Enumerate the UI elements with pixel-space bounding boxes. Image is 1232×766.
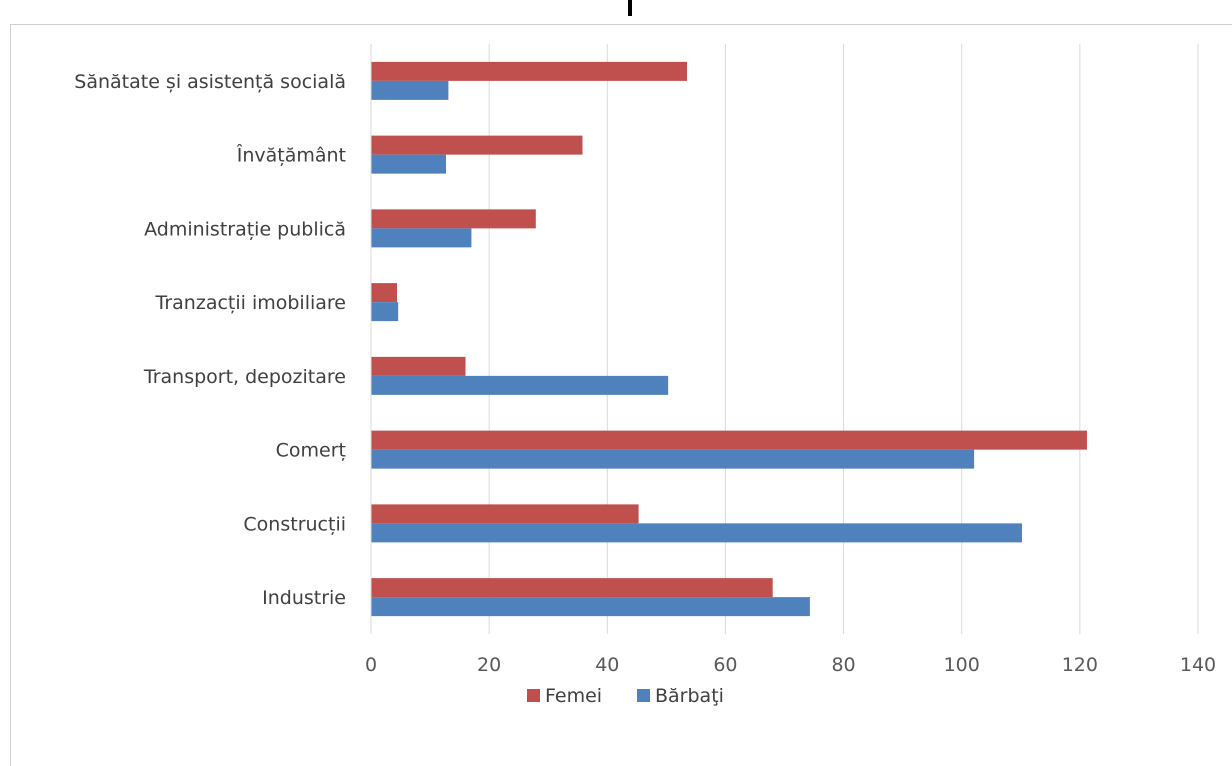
bar-femei <box>371 430 1087 450</box>
chart-frame <box>10 24 1232 766</box>
bar-femei <box>371 356 466 376</box>
bar-barbati <box>371 523 1022 543</box>
bar-femei <box>371 578 773 598</box>
legend: Femei Bărbaţi <box>527 685 724 707</box>
x-tick-label: 0 <box>365 654 377 676</box>
category-label: Comerț <box>276 440 346 462</box>
category-label: Tranzacții imobiliare <box>155 292 346 314</box>
gridlines <box>488 44 1199 634</box>
legend-label: Bărbaţi <box>655 685 724 707</box>
bar-barbati <box>371 375 669 395</box>
category-label: Industrie <box>262 587 346 609</box>
category-label: Administrație publică <box>144 218 346 240</box>
category-label: Învățământ <box>236 144 346 167</box>
x-tick-label: 120 <box>1062 654 1098 676</box>
legend-swatch <box>637 689 650 702</box>
x-tick-label: 100 <box>944 654 980 676</box>
bar-femei <box>371 61 688 81</box>
legend-swatch <box>527 689 540 702</box>
bar-femei <box>371 135 583 155</box>
x-tick-label: 80 <box>831 654 855 676</box>
bar-barbati <box>371 154 447 174</box>
x-tick-label: 60 <box>713 654 737 676</box>
title-fragment <box>628 0 632 16</box>
legend-label: Femei <box>545 685 602 707</box>
bar-barbati <box>371 449 975 469</box>
x-tick-label: 20 <box>477 654 501 676</box>
x-tick-label: 140 <box>1180 654 1216 676</box>
category-label: Sănătate și asistență socială <box>74 71 346 93</box>
bar-barbati <box>371 228 472 248</box>
category-label: Construcții <box>243 513 346 535</box>
bar-barbati <box>371 597 810 617</box>
labels: 0 20 40 60 80 100 120 140 Sănătate și asistență … <box>74 71 1216 676</box>
bars <box>371 61 1087 617</box>
x-tick-label: 40 <box>595 654 619 676</box>
bar-barbati <box>371 302 399 322</box>
category-label: Transport, depozitare <box>143 366 346 388</box>
bar-barbati <box>371 80 449 100</box>
bar-femei <box>371 283 397 303</box>
bar-femei <box>371 504 639 524</box>
bar-femei <box>371 209 536 229</box>
